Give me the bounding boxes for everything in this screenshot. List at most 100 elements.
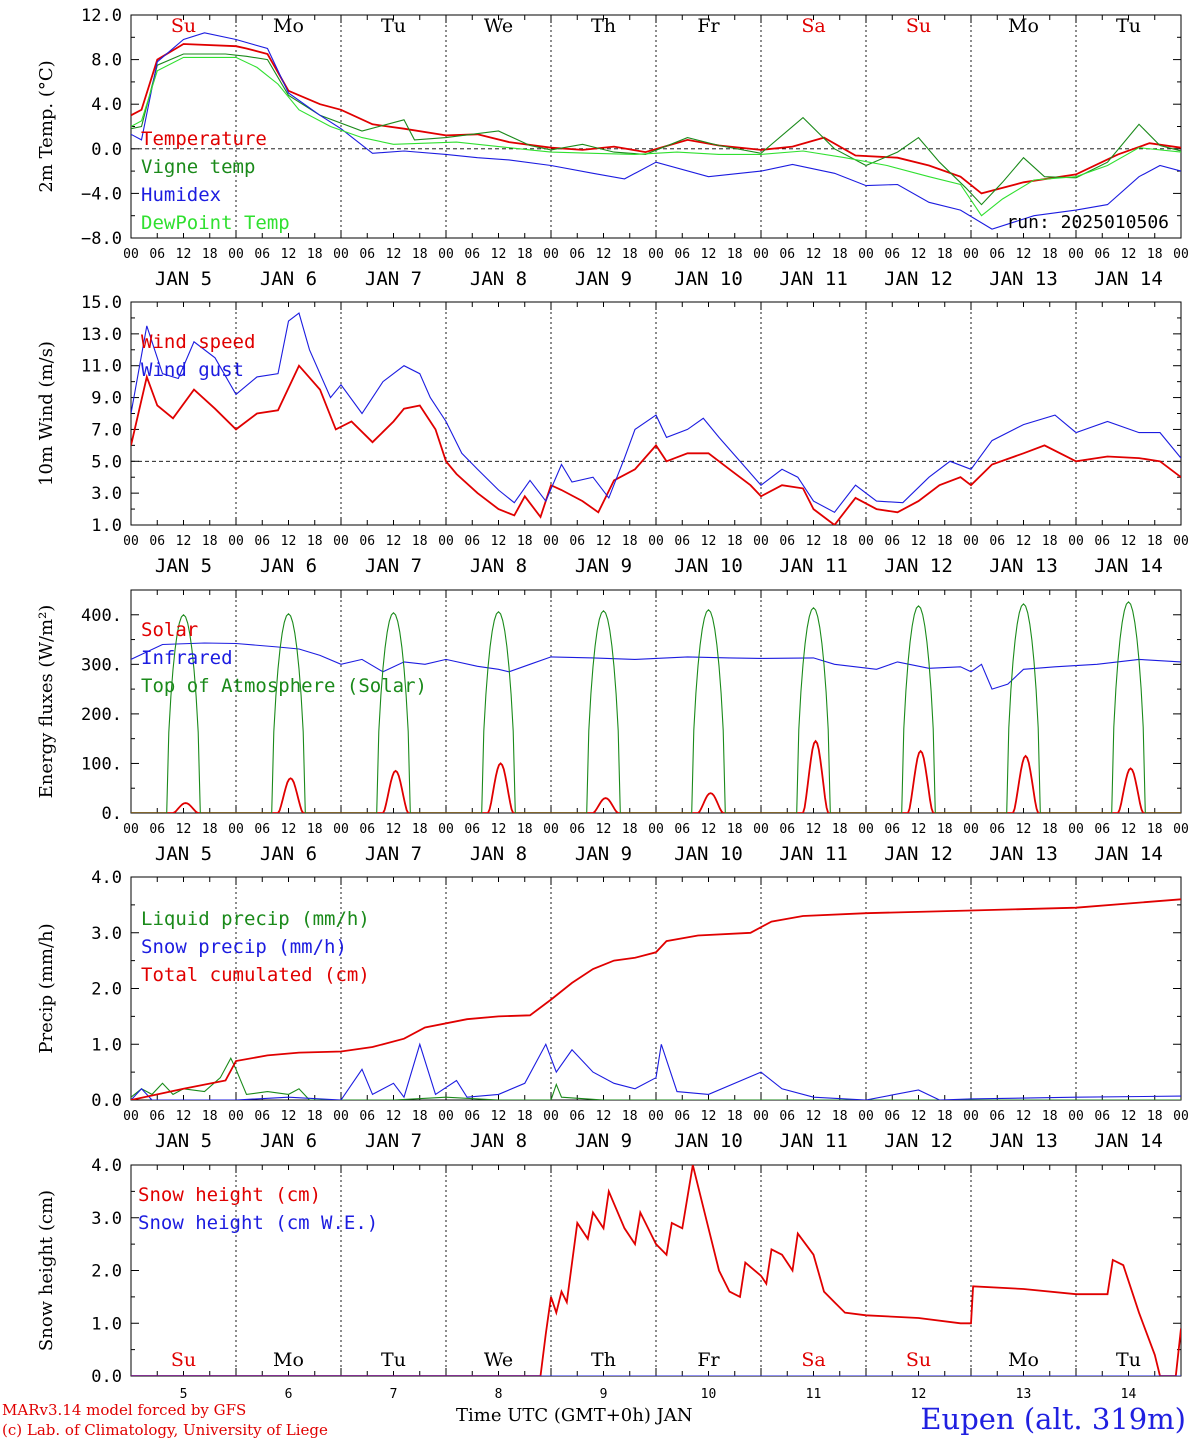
hour-tick-label: 00 <box>228 534 244 549</box>
hour-tick-label: 00 <box>1173 534 1189 549</box>
weekday-label: Tu <box>1116 1349 1141 1371</box>
hour-tick-label: 00 <box>1173 247 1189 262</box>
hour-tick-label: 00 <box>963 822 979 837</box>
hour-tick-label: 12 <box>596 1109 612 1124</box>
hour-tick-label: 06 <box>149 534 165 549</box>
hour-tick-label: 18 <box>727 822 743 837</box>
hour-tick-label: 06 <box>779 1109 795 1124</box>
hour-tick-label: 18 <box>937 534 953 549</box>
hour-tick-label: 12 <box>1121 1109 1137 1124</box>
date-label: JAN 12 <box>884 1130 953 1152</box>
run-label: run: 2025010506 <box>1006 212 1169 233</box>
hour-tick-label: 12 <box>911 822 927 837</box>
date-label: JAN 8 <box>470 268 527 290</box>
hour-tick-label: 12 <box>596 534 612 549</box>
hour-tick-label: 12 <box>386 822 402 837</box>
series-line-snow-precip-mm-h- <box>131 1042 1181 1100</box>
hour-tick-label: 18 <box>622 247 638 262</box>
hour-tick-label: 12 <box>701 822 717 837</box>
y-tick-label: 12.0 <box>81 6 122 26</box>
hour-tick-label: 12 <box>386 247 402 262</box>
weekday-label: Fr <box>697 1349 720 1371</box>
date-label: JAN 7 <box>365 555 422 577</box>
date-label: JAN 7 <box>365 843 422 865</box>
date-label: JAN 11 <box>779 843 848 865</box>
hour-tick-label: 00 <box>123 247 139 262</box>
hour-tick-label: 18 <box>1147 1109 1163 1124</box>
y-tick-label: −4.0 <box>81 184 122 204</box>
hour-tick-label: 00 <box>648 247 664 262</box>
y-axis-title: 10m Wind (m/s) <box>36 341 57 486</box>
hour-tick-label: 00 <box>438 534 454 549</box>
hour-tick-label: 06 <box>149 822 165 837</box>
panel-precip <box>130 876 1182 1101</box>
hour-tick-label: 12 <box>911 534 927 549</box>
weekday-label: Su <box>171 1349 196 1371</box>
legend-entry: Snow height (cm W.E.) <box>138 1212 378 1234</box>
date-label: JAN 14 <box>1094 1130 1163 1152</box>
weekday-label: We <box>484 15 513 37</box>
hour-tick-label: 06 <box>464 247 480 262</box>
hour-tick-label: 06 <box>254 1109 270 1124</box>
hour-tick-label: 00 <box>753 822 769 837</box>
legend-entry: Wind speed <box>141 331 255 353</box>
hour-tick-label: 00 <box>963 534 979 549</box>
hour-tick-label: 12 <box>701 247 717 262</box>
hour-tick-label: 12 <box>596 247 612 262</box>
legend-entry: Total cumulated (cm) <box>141 964 370 986</box>
y-axis-title: Energy fluxes (W/m²) <box>36 605 57 799</box>
hour-tick-label: 00 <box>648 1109 664 1124</box>
hour-tick-label: 18 <box>307 822 323 837</box>
hour-tick-label: 00 <box>1068 534 1084 549</box>
y-tick-label: −8.0 <box>81 229 122 249</box>
legend-entry: Vigne temp <box>141 156 255 178</box>
hour-tick-label: 18 <box>832 534 848 549</box>
hour-tick-label: 12 <box>281 1109 297 1124</box>
y-tick-label: 9.0 <box>91 389 122 409</box>
date-label: JAN 7 <box>365 268 422 290</box>
y-tick-label: 4.0 <box>91 1156 122 1176</box>
date-label: JAN 8 <box>470 843 527 865</box>
y-tick-label: 3.0 <box>91 924 122 944</box>
hour-tick-label: 18 <box>202 534 218 549</box>
hour-tick-label: 06 <box>359 1109 375 1124</box>
hour-tick-label: 06 <box>674 822 690 837</box>
y-tick-label: 300. <box>81 655 122 675</box>
hour-tick-label: 18 <box>517 822 533 837</box>
weekday-label: Sa <box>801 1349 825 1371</box>
hour-tick-label: 18 <box>1042 247 1058 262</box>
hour-tick-label: 18 <box>307 1109 323 1124</box>
hour-tick-label: 18 <box>1147 534 1163 549</box>
y-tick-label: 15.0 <box>81 293 122 313</box>
series-line-humidex <box>131 32 1181 230</box>
date-number-label: 6 <box>285 1387 293 1402</box>
hour-tick-label: 06 <box>464 1109 480 1124</box>
date-label: JAN 13 <box>989 555 1058 577</box>
hour-tick-label: 00 <box>963 247 979 262</box>
hour-tick-label: 00 <box>648 822 664 837</box>
date-label: JAN 5 <box>155 843 212 865</box>
y-tick-label: 1.0 <box>91 1035 122 1055</box>
hour-tick-label: 18 <box>1042 822 1058 837</box>
y-axis-title: Snow height (cm) <box>36 1190 57 1351</box>
hour-tick-label: 12 <box>1016 822 1032 837</box>
hour-tick-label: 18 <box>832 1109 848 1124</box>
hour-tick-label: 00 <box>753 247 769 262</box>
y-tick-label: 3.0 <box>91 484 122 504</box>
weekday-label: We <box>484 1349 513 1371</box>
hour-tick-label: 12 <box>701 1109 717 1124</box>
hour-tick-label: 06 <box>779 247 795 262</box>
hour-tick-label: 06 <box>989 1109 1005 1124</box>
hour-tick-label: 06 <box>884 534 900 549</box>
date-label: JAN 10 <box>674 268 743 290</box>
series-line-total-cumulated-cm- <box>131 898 1181 1100</box>
hour-tick-label: 12 <box>806 247 822 262</box>
date-number-label: 8 <box>495 1387 503 1402</box>
y-tick-label: 0.0 <box>91 140 122 160</box>
panel-snow <box>130 1164 1182 1377</box>
hour-tick-label: 18 <box>412 247 428 262</box>
y-tick-label: 400. <box>81 606 122 626</box>
date-label: JAN 14 <box>1094 268 1163 290</box>
date-label: JAN 12 <box>884 555 953 577</box>
hour-tick-label: 06 <box>884 1109 900 1124</box>
